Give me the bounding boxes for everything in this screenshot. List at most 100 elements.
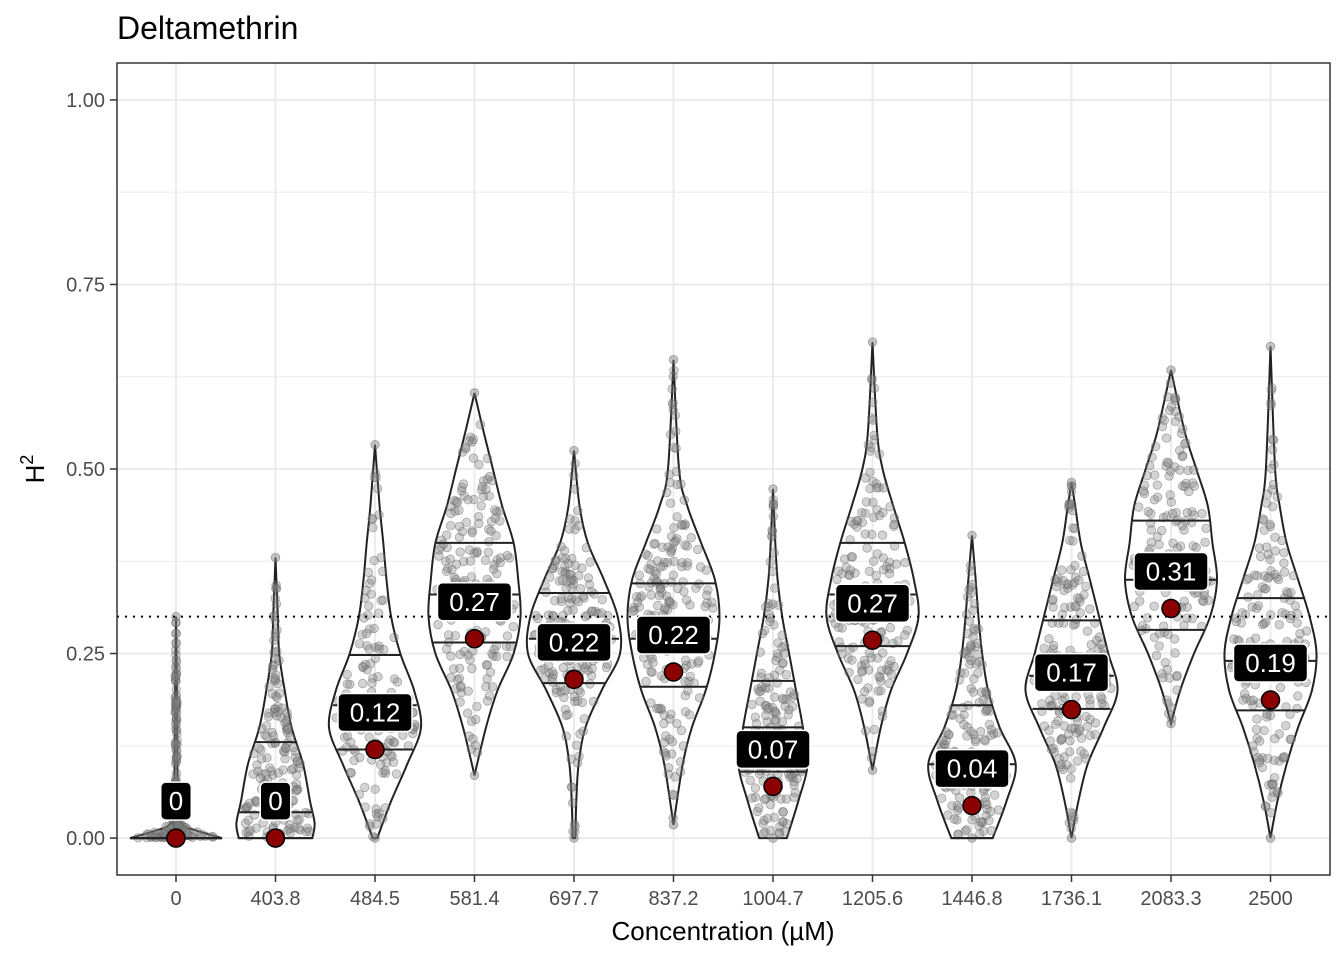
data-point: [1063, 729, 1074, 739]
data-point: [253, 766, 263, 777]
data-point: [964, 652, 974, 662]
data-point: [773, 600, 784, 610]
data-point: [1277, 608, 1287, 618]
data-point: [1258, 514, 1268, 524]
data-point: [871, 570, 881, 581]
data-point: [372, 812, 383, 822]
data-point: [1046, 744, 1057, 755]
data-point: [643, 660, 653, 670]
data-point: [669, 442, 679, 453]
data-point: [242, 801, 252, 812]
data-point: [1281, 587, 1292, 597]
data-point: [986, 806, 996, 817]
data-point: [857, 508, 867, 518]
data-point: [669, 523, 679, 533]
data-point: [844, 570, 855, 580]
data-point: [1259, 571, 1270, 581]
data-point: [556, 687, 566, 697]
data-point: [676, 479, 686, 489]
data-point: [836, 642, 846, 653]
data-point: [882, 561, 892, 572]
data-point: [283, 825, 293, 836]
data-point: [1292, 609, 1302, 619]
data-point: [657, 542, 668, 553]
data-point: [1269, 773, 1280, 783]
data-point: [877, 706, 888, 716]
data-point: [1061, 760, 1072, 770]
data-point: [1267, 383, 1277, 393]
data-point: [495, 553, 506, 563]
data-point: [438, 539, 449, 549]
data-point: [965, 616, 975, 627]
data-point: [889, 513, 900, 523]
data-point: [1170, 406, 1181, 417]
data-point: [358, 678, 368, 689]
data-point: [770, 706, 781, 717]
data-point: [372, 483, 383, 494]
data-point: [287, 765, 297, 775]
data-point: [668, 570, 679, 580]
data-point: [295, 825, 305, 835]
data-point: [170, 741, 181, 751]
data-point: [765, 800, 776, 810]
data-point: [1149, 601, 1159, 611]
data-point: [502, 631, 513, 641]
data-point: [684, 676, 694, 687]
data-point: [1270, 734, 1280, 744]
data-point: [1265, 521, 1276, 532]
data-point: [373, 672, 383, 682]
data-point: [292, 815, 303, 825]
data-point: [767, 566, 778, 577]
data-point: [1063, 583, 1073, 593]
data-point: [1161, 695, 1172, 705]
data-point: [1170, 395, 1181, 406]
data-point: [573, 597, 584, 607]
mean-labels: 0 0 0.12 0.27 0.22 0.22 0.07 0.27 0.04 0.17 0.31 0.…: [160, 551, 1309, 821]
data-point: [646, 667, 656, 677]
data-point: [867, 413, 877, 423]
data-point: [771, 715, 781, 726]
data-point: [267, 664, 278, 675]
data-point: [762, 813, 773, 824]
violin-2500: [1223, 346, 1318, 839]
data-point: [1045, 695, 1055, 705]
x-tick-label: 697.7: [549, 888, 599, 910]
data-point: [302, 823, 313, 833]
violin-837.2: [626, 359, 721, 825]
data-point: [665, 714, 675, 724]
data-point: [654, 591, 665, 601]
x-tick-label: 581.4: [449, 888, 499, 910]
data-point: [1065, 535, 1075, 546]
data-point: [759, 794, 770, 805]
data-point: [1184, 486, 1194, 497]
data-point: [443, 630, 454, 640]
data-point: [867, 337, 878, 347]
data-point: [171, 690, 182, 701]
data-point: [982, 689, 992, 700]
data-point: [857, 694, 867, 704]
data-point: [1054, 754, 1064, 764]
data-point: [1164, 405, 1175, 416]
data-point: [1097, 698, 1107, 709]
data-point: [658, 561, 668, 571]
data-point: [973, 624, 984, 634]
data-point: [660, 603, 671, 613]
data-point: [171, 639, 181, 649]
data-point: [272, 711, 282, 721]
data-point: [550, 596, 560, 606]
data-point: [464, 731, 474, 741]
data-point: [363, 567, 374, 578]
data-point: [1058, 764, 1068, 775]
data-point: [367, 513, 377, 524]
data-point: [1272, 787, 1282, 797]
data-point: [672, 719, 682, 729]
data-point: [1174, 411, 1184, 422]
mean-label-box: [834, 583, 911, 624]
data-point: [1048, 640, 1059, 651]
data-point: [847, 552, 858, 562]
data-point: [252, 760, 262, 770]
data-point: [495, 558, 505, 568]
mean-label-box: [536, 622, 612, 663]
data-point: [1065, 736, 1075, 746]
data-point: [374, 641, 384, 651]
